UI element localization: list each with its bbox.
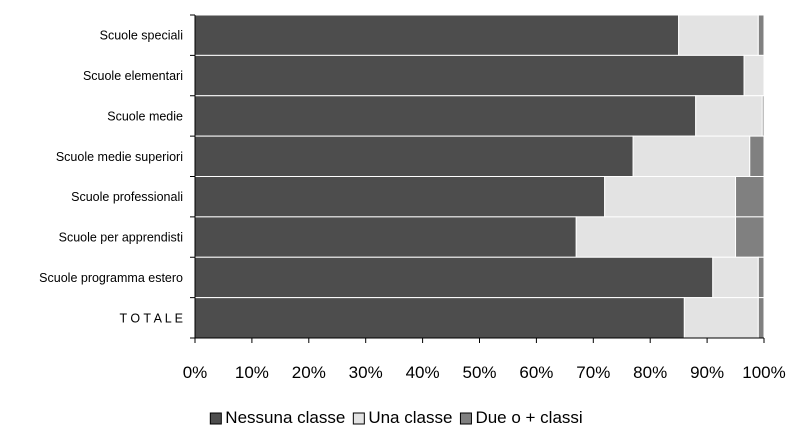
legend-label: Due o + classi bbox=[475, 408, 582, 427]
category-label: Scuole professionali bbox=[71, 190, 183, 204]
legend-item: Una classe bbox=[352, 408, 452, 427]
legend-label: Nessuna classe bbox=[225, 408, 345, 427]
bar-segment bbox=[575, 216, 737, 258]
bar-segment bbox=[712, 256, 759, 299]
legend-label: Una classe bbox=[368, 408, 452, 427]
bar-segment bbox=[757, 14, 765, 56]
category-labels: Scuole speciali Scuole elementari Scuole m… bbox=[39, 29, 183, 326]
legend-swatch bbox=[209, 412, 222, 425]
x-tick-label: 100% bbox=[742, 363, 785, 382]
bar-segment bbox=[757, 256, 765, 299]
bar-segment bbox=[761, 95, 765, 137]
category-label: Scuole medie bbox=[107, 109, 183, 123]
x-tick-label: 80% bbox=[633, 363, 667, 382]
category-label: Scuole medie superiori bbox=[56, 150, 183, 164]
category-label: Scuole per apprendisti bbox=[59, 231, 183, 245]
legend-item: Due o + classi bbox=[459, 408, 583, 427]
bar-segment bbox=[194, 14, 680, 56]
category-label: Scuole speciali bbox=[100, 29, 183, 43]
legend: Nessuna classe Una classe Due o + classi bbox=[209, 408, 583, 427]
category-label: T O T A L E bbox=[120, 311, 183, 325]
bar-segment bbox=[743, 54, 765, 97]
bars-layer bbox=[194, 14, 765, 339]
bar-segment bbox=[695, 95, 763, 137]
bar-segment bbox=[194, 297, 685, 339]
bar-segment bbox=[604, 176, 737, 218]
bar-segment bbox=[194, 176, 606, 218]
bar-segment bbox=[194, 256, 714, 299]
x-tick-label: 70% bbox=[576, 363, 610, 382]
bar-segment bbox=[749, 135, 765, 178]
x-tick-label: 90% bbox=[690, 363, 724, 382]
x-tick-labels: 0% 10% 20% 30% 40% 50% 60% 70% 80% 90% 100% bbox=[183, 363, 786, 382]
x-tick-label: 10% bbox=[235, 363, 269, 382]
legend-swatch bbox=[459, 412, 472, 425]
x-tick-label: 20% bbox=[292, 363, 326, 382]
bar-segment bbox=[683, 297, 759, 339]
bar-segment bbox=[735, 176, 765, 218]
x-tick-label: 30% bbox=[349, 363, 383, 382]
x-tick-label: 50% bbox=[462, 363, 496, 382]
bar-segment bbox=[194, 54, 745, 97]
x-tick-label: 0% bbox=[183, 363, 208, 382]
legend-swatch bbox=[352, 412, 365, 425]
bar-segment bbox=[194, 95, 697, 137]
bar-segment bbox=[194, 216, 577, 258]
bar-segment bbox=[632, 135, 751, 178]
bar-segment bbox=[757, 297, 765, 339]
x-tick-label: 60% bbox=[519, 363, 553, 382]
x-tick-label: 40% bbox=[406, 363, 440, 382]
bar-segment bbox=[735, 216, 765, 258]
legend-item: Nessuna classe bbox=[209, 408, 345, 427]
bar-segment bbox=[678, 14, 759, 56]
category-label: Scuole programma estero bbox=[39, 271, 183, 285]
axes-layer bbox=[190, 14, 765, 343]
bar-segment bbox=[194, 135, 634, 178]
category-label: Scuole elementari bbox=[83, 69, 183, 83]
